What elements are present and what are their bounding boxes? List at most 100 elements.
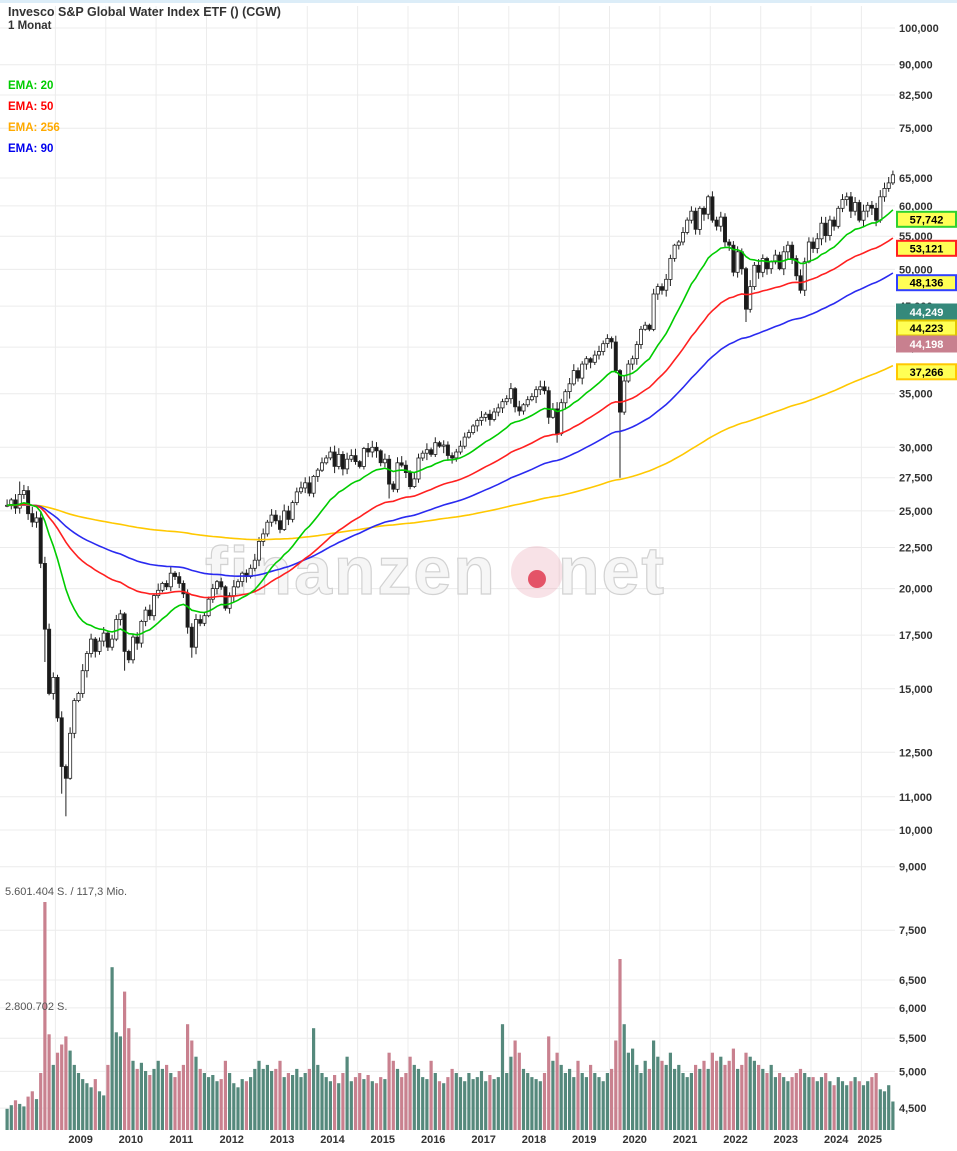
volume-half-label: 2.800.702 S. [5,1001,68,1013]
volume-bar [463,1081,467,1130]
candle [89,633,94,658]
volume-bar [177,1071,181,1130]
price-flag-value: 44,198 [910,339,944,351]
volume-bar [106,1064,110,1130]
candle [256,537,261,567]
volume-bar [257,1060,261,1130]
candle [84,651,89,678]
volume-bar [30,1091,34,1130]
volume-bar [60,1044,64,1130]
candle [240,571,245,587]
volume-bar [815,1081,819,1130]
volume-bar [861,1085,866,1130]
volume-bar [55,1052,60,1130]
candle [30,506,35,528]
volume-bar [450,1068,454,1130]
volume-bar [26,1096,30,1130]
volume-bar [307,1068,311,1130]
year-label: 2010 [119,1134,143,1146]
volume-bar [605,1073,609,1130]
year-label: 2017 [471,1134,495,1146]
volume-bar [626,1052,630,1130]
volume-bar [689,1073,693,1130]
volume-bar [207,1077,211,1130]
candle [496,403,501,417]
volume-bar [22,1106,26,1130]
volume-bar [458,1077,463,1130]
volume-bar [181,1064,185,1130]
candle [584,356,589,370]
candle [391,481,396,493]
price-flag: 48,136 [896,274,957,292]
volume-bar [715,1060,719,1130]
candle [353,448,358,465]
candle [118,609,123,626]
volume-bar [589,1064,593,1130]
volume-bar [437,1081,442,1130]
ema-line-256 [7,364,894,541]
candle [55,674,60,722]
candle [723,213,728,247]
volume-bar [882,1091,887,1130]
volume-bar [219,1079,223,1130]
price-flag-value: 57,742 [910,214,944,226]
candle [110,634,115,651]
candle [399,456,404,468]
price-flag-value: 44,249 [910,307,944,319]
candle [395,457,400,493]
volume-bar [656,1056,660,1130]
candle [214,580,219,595]
price-tick-label: 35,000 [899,389,933,401]
volume-bar [118,1036,122,1130]
candle [345,452,350,475]
candle [303,477,308,494]
volume-bar [165,1064,169,1130]
candle [660,283,665,295]
price-flag-value: 37,266 [910,367,944,379]
volume-bar [891,1101,895,1130]
volume-bar [286,1073,290,1130]
volume-bar [849,1081,853,1130]
candle [853,197,858,216]
candle [702,206,707,221]
price-flag-value: 48,136 [910,278,944,290]
volume-bar [446,1077,450,1130]
volume-bar [198,1068,202,1130]
candle [869,201,874,215]
candle [710,191,715,223]
price-tick-label: 15,000 [899,684,933,696]
volume-bar [836,1077,840,1130]
volume-bar [400,1077,404,1130]
volume-bar [761,1068,765,1130]
volume-bar [282,1077,286,1130]
volume-bar [828,1081,832,1130]
candle [609,336,614,349]
price-flag: 57,742 [896,210,957,228]
candle [601,340,606,356]
candle [34,511,39,528]
volume-bar [51,1064,55,1130]
price-tick-label: 75,000 [899,123,933,135]
candle [72,698,77,739]
candle [626,360,631,383]
watermark-text-finanzen: finanzen [205,533,497,609]
legend-item: EMA: 90 [8,143,54,155]
candle [597,345,602,360]
candle [639,326,644,349]
volume-bar [433,1073,437,1130]
volume-bar [773,1077,777,1130]
candle [567,378,572,399]
candle [374,442,379,458]
volume-bar [97,1091,102,1130]
volume-bar [622,1024,626,1130]
volume-bar [652,1040,656,1130]
candle [336,448,341,470]
candles [5,170,895,817]
candle [340,451,345,476]
volume-bar [362,1079,366,1130]
candle [193,614,198,655]
candle [811,237,816,253]
price-flag-value: 53,121 [910,243,944,255]
volume-bar [874,1073,878,1130]
